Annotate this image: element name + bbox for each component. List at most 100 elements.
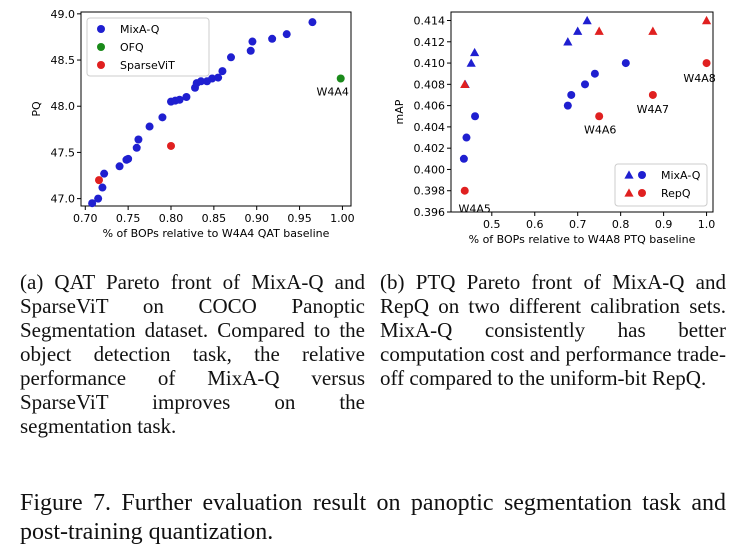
y-tick-label: 47.0: [51, 193, 76, 206]
y-tick-label: 0.412: [414, 36, 446, 49]
data-point: [88, 199, 97, 208]
legend-marker: [624, 170, 634, 179]
data-point: [466, 58, 476, 67]
data-point: [462, 133, 471, 142]
data-point: [701, 15, 712, 25]
x-tick-label: 0.90: [244, 212, 269, 225]
data-point: [145, 122, 154, 131]
point-annotation: W4A5: [459, 203, 491, 216]
y-tick-label: 0.396: [414, 206, 446, 219]
data-point: [175, 95, 184, 104]
data-point: [460, 186, 469, 195]
x-tick-label: 1.00: [330, 212, 355, 225]
chart-ptq-pareto: 0.5 0.6 0.7 0.8 0.9 1.0 0.396 0.398 0.400 0.402 0.…: [393, 11, 716, 246]
legend-label: RepQ: [661, 187, 691, 200]
y-tick-label: 0.404: [414, 121, 446, 134]
x-tick-label: 1.0: [698, 218, 716, 231]
legend: MixA-Q OFQ SparseViT: [86, 17, 210, 77]
data-point: [308, 18, 317, 27]
data-point: [470, 47, 480, 57]
data-point: [702, 59, 711, 68]
x-tick-label: 0.80: [159, 212, 184, 225]
data-point: [460, 79, 470, 89]
data-point: [563, 37, 573, 46]
data-point: [471, 112, 480, 121]
point-annotation: W4A4: [317, 86, 349, 99]
figure-canvas: 0.70 0.75 0.80 0.85 0.90 0.95 1.00 47.0 47.5 48.0…: [30, 8, 716, 246]
y-tick-label: 0.410: [414, 57, 446, 70]
data-point: [573, 26, 583, 35]
y-tick-label: 48.5: [51, 54, 76, 67]
x-tick-label: 0.9: [655, 218, 673, 231]
legend: MixA-Q RepQ: [614, 163, 708, 207]
x-tick-label: 0.75: [116, 212, 141, 225]
data-point: [158, 113, 167, 122]
data-point: [648, 26, 658, 35]
x-axis-label: % of BOPs relative to W4A4 QAT baseline: [103, 227, 330, 240]
data-point: [208, 74, 217, 83]
y-tick-label: 48.0: [51, 100, 76, 113]
x-tick-label: 0.85: [202, 212, 227, 225]
data-point: [648, 90, 657, 99]
data-point: [595, 112, 604, 121]
data-point: [95, 176, 103, 185]
data-point: [218, 67, 227, 76]
data-point: [459, 154, 468, 163]
y-tick-label: 0.402: [414, 142, 446, 155]
legend-label: MixA-Q: [120, 23, 160, 36]
legend-label: OFQ: [120, 41, 144, 54]
y-tick-label: 47.5: [51, 146, 76, 159]
data-point: [567, 90, 576, 99]
point-annotation: W4A7: [637, 103, 669, 116]
y-tick-label: 0.398: [414, 185, 446, 198]
data-point: [134, 135, 143, 144]
legend-marker: [97, 25, 105, 33]
data-point: [563, 101, 572, 110]
x-axis-label: % of BOPs relative to W4A8 PTQ baseline: [469, 233, 696, 246]
x-tick-label: 0.7: [569, 218, 587, 231]
plot-frame: [450, 11, 714, 213]
y-tick-label: 0.406: [414, 100, 446, 113]
legend-marker: [97, 43, 105, 51]
plot-frame: [80, 11, 352, 207]
legend-label: SparseViT: [120, 59, 175, 72]
data-point: [132, 143, 141, 152]
legend-box: [86, 17, 210, 77]
data-point: [282, 30, 291, 39]
data-point: [248, 37, 257, 46]
point-annotation: W4A8: [683, 72, 715, 85]
x-tick-label: 0.5: [483, 218, 501, 231]
chart-qat-pareto: 0.70 0.75 0.80 0.85 0.90 0.95 1.00 47.0 47.5 48.0…: [30, 8, 355, 240]
legend-label: MixA-Q: [661, 169, 701, 182]
data-point: [581, 80, 590, 89]
legend-marker: [638, 189, 646, 197]
y-tick-label: 49.0: [51, 8, 76, 21]
x-tick-label: 0.95: [287, 212, 312, 225]
y-tick-label: 0.408: [414, 78, 446, 91]
data-point: [246, 46, 255, 55]
data-point: [336, 74, 345, 83]
x-tick-label: 0.70: [73, 212, 98, 225]
data-point: [582, 15, 592, 25]
y-tick-label: 0.414: [414, 15, 446, 28]
data-point: [197, 77, 205, 86]
data-point: [167, 141, 175, 150]
data-point: [594, 26, 604, 35]
data-point: [182, 92, 191, 101]
point-annotation: W4A6: [584, 123, 616, 136]
legend-marker: [638, 171, 646, 179]
data-point: [621, 59, 630, 68]
y-axis-label: mAP: [393, 99, 406, 124]
data-point: [115, 162, 124, 171]
data-point: [98, 183, 107, 192]
legend-marker: [624, 188, 634, 197]
data-point: [214, 73, 223, 82]
data-point: [227, 53, 235, 62]
x-tick-label: 0.8: [612, 218, 630, 231]
y-tick-label: 0.400: [414, 163, 446, 176]
legend-marker: [97, 61, 105, 69]
data-point: [268, 34, 277, 43]
subcaption-b: (b) PTQ Pareto front of MixA-Q and RepQ …: [380, 270, 726, 390]
data-point: [124, 154, 133, 163]
y-axis-label: PQ: [30, 101, 43, 117]
